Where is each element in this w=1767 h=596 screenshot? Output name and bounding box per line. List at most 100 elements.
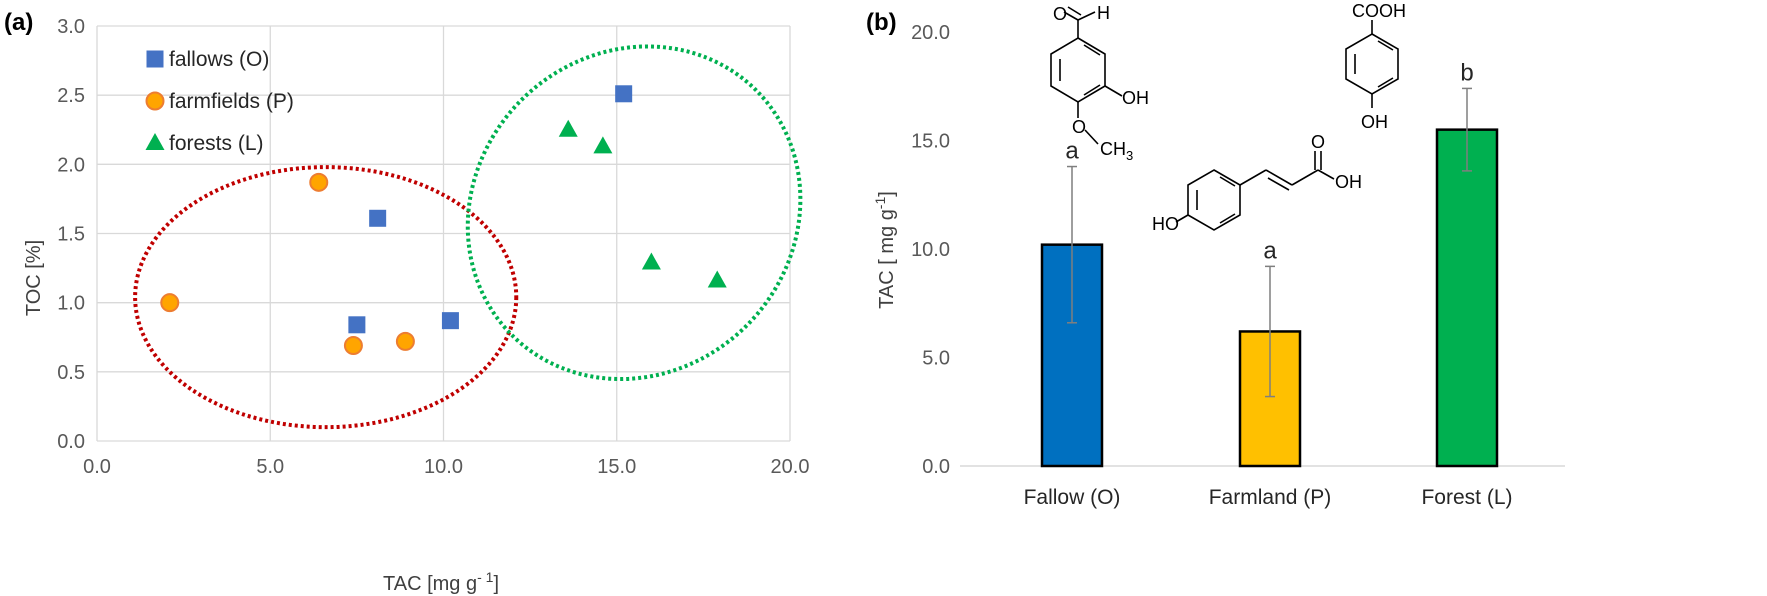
point-square: [348, 316, 366, 334]
scatter-y-tick-label: 2.0: [57, 154, 85, 176]
point-triangle: [707, 270, 727, 288]
coumaric-phenol: HO: [1152, 214, 1179, 234]
scatter-y-tick-label: 3.0: [57, 16, 85, 38]
bar-category-label: Farmland (P): [1209, 486, 1332, 509]
scatter-points: [160, 85, 727, 356]
coumaric-bond: [1239, 169, 1267, 186]
scatter-x-axis-label-main: TAC [mg g: [383, 573, 477, 595]
scatter-x-tick-label: 20.0: [771, 456, 810, 478]
bar-y-tick-label: 20.0: [911, 22, 950, 44]
bar-category-label: Forest (L): [1421, 486, 1512, 509]
scatter-y-tick-label: 1.0: [57, 293, 85, 315]
coumaric-double-bond: [1219, 213, 1236, 224]
scatter-x-tick-label: 10.0: [424, 456, 463, 478]
vanillin-bond: [1067, 6, 1082, 16]
legend-marker-square: [146, 50, 164, 68]
vanillin-double-bond: [1083, 44, 1101, 56]
point-square: [441, 312, 459, 330]
vanillin-ring: [1050, 37, 1106, 103]
scatter-y-axis-label: TOC [%]: [23, 240, 45, 316]
vanillin-aldehyde-o: O: [1053, 4, 1067, 24]
bar-y-axis-label-end: ]: [876, 191, 898, 197]
vanillin-structure: O H OH O CH3: [1050, 3, 1149, 163]
bar-category-label: Fallow (O): [1024, 486, 1121, 509]
vanillin-methoxy-main: CH: [1100, 139, 1126, 159]
panel-b-label: (b): [866, 9, 897, 36]
scatter-y-tick-label: 0.0: [57, 431, 85, 453]
group-ellipse-forests: [465, 44, 803, 382]
bars: [1040, 128, 1499, 468]
panel-a-label: (a): [4, 9, 33, 36]
bar-y-tick-label: 10.0: [911, 239, 950, 261]
scatter-x-axis-label-end: ]: [493, 573, 499, 595]
point-square: [369, 209, 387, 227]
point-triangle: [558, 119, 578, 137]
bar-category-labels: Fallow (O) Farmland (P) Forest (L): [1024, 486, 1513, 509]
coumaric-bond: [1291, 169, 1319, 186]
significance-letter: b: [1460, 59, 1473, 86]
hydroxybenzoic-ring: [1345, 33, 1399, 95]
coumaric-structure: O OH HO: [1152, 132, 1362, 234]
vanillin-aldehyde-h: H: [1097, 3, 1110, 23]
bar-y-tick-label: 15.0: [911, 131, 950, 153]
scatter-y-tick-label: 1.5: [57, 224, 85, 246]
scatter-group-ellipses: [133, 44, 803, 430]
scatter-x-tick-label: 5.0: [256, 456, 284, 478]
vanillin-bond: [1104, 85, 1123, 97]
point-circle: [160, 293, 180, 313]
vanillin-bond: [1084, 129, 1099, 145]
hydroxybenzoic-double-bond: [1377, 77, 1394, 88]
coumaric-bond: [1317, 169, 1335, 180]
coumaric-carbonyl-o: O: [1311, 132, 1325, 152]
point-triangle: [593, 136, 613, 154]
scatter-x-tick-label: 0.0: [83, 456, 111, 478]
legend-label: farmfields (P): [169, 90, 294, 113]
bar-y-axis-label: TAC [ mg g-1]: [872, 191, 898, 309]
significance-letter: a: [1065, 138, 1079, 165]
scatter-legend: fallows (O) farmfields (P) forests (L): [145, 48, 294, 155]
coumaric-bond: [1265, 169, 1293, 186]
legend-marker-circle: [145, 91, 165, 111]
bar-y-tick-label: 0.0: [922, 456, 950, 478]
bar-y-tick-labels: 0.0 5.0 10.0 15.0 20.0: [911, 22, 950, 478]
coumaric-bond: [1175, 214, 1189, 223]
scatter-gridlines: [96, 25, 791, 442]
coumaric-double-bond: [1219, 176, 1236, 187]
point-circle: [309, 172, 329, 192]
bar-y-axis-label-main: TAC [ mg g: [876, 209, 898, 309]
scatter-y-tick-labels: 0.0 0.5 1.0 1.5 2.0 2.5 3.0: [57, 16, 85, 453]
hydroxybenzoic-hydroxyl: OH: [1361, 112, 1388, 132]
bar-2: [1435, 128, 1499, 468]
point-circle: [395, 331, 415, 351]
vanillin-bond: [1063, 11, 1079, 21]
point-triangle: [641, 252, 661, 270]
bar-panel: (b) 0.0 5.0 10.0 15.0 20.0 a a b Fallow (O) Far…: [866, 1, 1565, 509]
point-circle: [343, 336, 363, 356]
scatter-x-axis-label: TAC [mg g- 1]: [383, 569, 499, 595]
coumaric-ring: [1187, 169, 1241, 231]
hydroxybenzoic-acid: COOH: [1352, 1, 1406, 21]
vanillin-double-bond: [1083, 84, 1101, 96]
scatter-x-axis-label-sup: - 1: [477, 569, 494, 585]
group-ellipse-fallows-farmfields: [133, 165, 519, 430]
coumaric-acid-oh: OH: [1335, 172, 1362, 192]
vanillin-bond: [1077, 11, 1096, 21]
coumaric-double-bond: [1267, 177, 1290, 191]
hydroxybenzoic-structure: COOH OH: [1345, 1, 1406, 132]
hydroxybenzoic-double-bond: [1377, 40, 1394, 51]
legend-label: forests (L): [169, 132, 264, 155]
bar-0: [1040, 243, 1104, 468]
scatter-panel: (a) 0.0 0.5 1.0 1.5 2.0 2.5 3.0 0.0 5.0 10.0 15.0…: [4, 9, 810, 595]
significance-letters: a a b: [1065, 59, 1473, 264]
bar-y-axis-label-sup: -1: [872, 197, 888, 210]
legend-marker-triangle: [145, 133, 165, 150]
vanillin-methoxy-o: O: [1072, 117, 1086, 137]
point-square: [615, 85, 633, 103]
vanillin-methoxy-sub: 3: [1126, 148, 1133, 163]
error-bars: [1067, 87, 1472, 398]
scatter-y-tick-label: 0.5: [57, 362, 85, 384]
legend-label: fallows (O): [169, 48, 269, 71]
scatter-y-tick-label: 2.5: [57, 85, 85, 107]
vanillin-hydroxyl: OH: [1122, 88, 1149, 108]
